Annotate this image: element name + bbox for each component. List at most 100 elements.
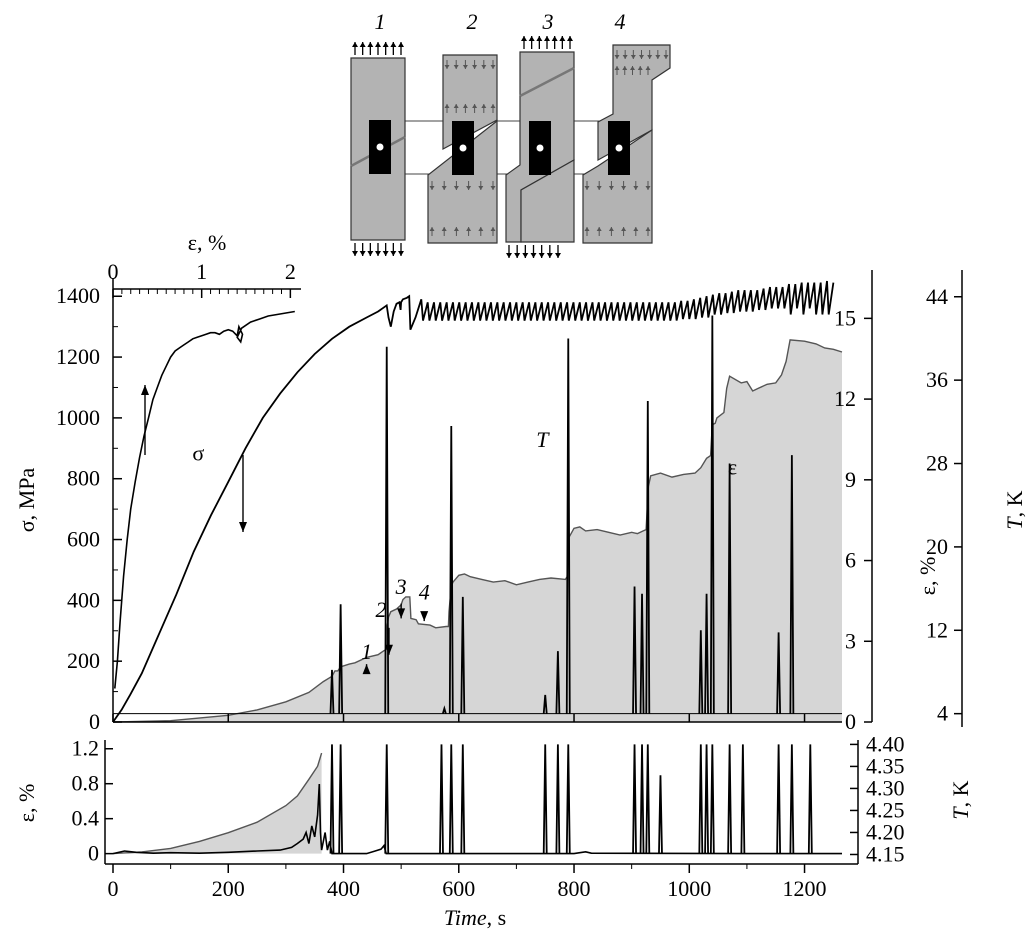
temperature-spike-5: [460, 596, 466, 714]
sample-2-bottom-inner-head: [453, 227, 459, 231]
state-arrow-1-head: [362, 664, 371, 675]
strain-tick-label-3: 3: [845, 628, 856, 653]
scheme-label-3: 3: [542, 9, 554, 34]
temperature-zoom-spike-18: [776, 744, 782, 854]
bottom-temperature-tick-label-4.25: 4.25: [866, 797, 905, 822]
temperature-spike-3: [441, 705, 447, 714]
sample-3-bottom-arrow-head: [530, 253, 537, 258]
sample-3-top-arrow-head: [567, 36, 573, 41]
sample-2-upper-inner-head: [462, 104, 468, 108]
temperature-spike-8: [565, 338, 571, 714]
temperature-zoom-spike-5: [460, 744, 466, 854]
sigma-tick-label-1000: 1000: [56, 405, 100, 430]
annotation-4: 2: [375, 597, 386, 622]
sample-1-top-arrow-head: [359, 42, 366, 47]
bottom-temperature-tick-label-4.15: 4.15: [866, 841, 905, 866]
sample-4-upper-inner-head: [637, 66, 643, 70]
strain-tick-label-15: 15: [834, 305, 856, 330]
sample-3-bottom-arrow-head: [555, 253, 561, 258]
time-axis-title: Time, s: [444, 905, 506, 930]
sample-2-top-inner-head: [481, 65, 487, 69]
stress-arrow-head: [239, 522, 247, 532]
temperature-spike-14: [709, 315, 715, 714]
annotation-0: σ: [192, 440, 204, 465]
sample-2-bottom-inner-head: [490, 227, 496, 231]
strain-zoom-line: [112, 752, 323, 855]
strain-axis-title: ε, %: [915, 557, 940, 596]
temperature-spike-6: [542, 694, 548, 714]
sample-1-top-arrow-head: [375, 42, 381, 47]
temperature-zoom-spike-13: [698, 744, 704, 854]
sample-4-upper-inner-head: [622, 66, 628, 70]
bottom-temperature-tick-label-4.30: 4.30: [866, 775, 905, 800]
sample-4-lower-inner-head: [584, 186, 590, 190]
temperature-tick-label-12: 12: [926, 617, 948, 642]
inset-stress-strain-curve: [114, 310, 295, 689]
sample-1-top-arrow-head: [398, 42, 404, 47]
bottom-temperature-tick-label-4.20: 4.20: [866, 819, 905, 844]
bottom-temperature-tick-label-4.40: 4.40: [866, 731, 905, 756]
sample-2-bottom-inner-head: [429, 227, 435, 231]
strain-tick-label-0: 0: [845, 709, 856, 734]
sample-4-bottom-inner-head: [608, 227, 614, 231]
bottom-strain-tick-label-1.2: 1.2: [72, 736, 100, 761]
strain-zoom-area: [112, 752, 323, 855]
sample-2-top-inner-head: [472, 65, 478, 69]
temperature-tick-label-20: 20: [926, 534, 948, 559]
sample-2-upper-inner-head: [481, 104, 487, 108]
sample-1-bottom-arrow-head: [382, 251, 389, 256]
temperature-tick-label-4: 4: [937, 701, 948, 726]
strain-area-fill: [113, 339, 842, 722]
bottom-temperature-tick-label-4.35: 4.35: [866, 753, 905, 778]
sample-3-top-arrow-head: [521, 36, 527, 41]
sample-2-bottom-inner-head: [441, 227, 447, 231]
sample-1-dot: [376, 143, 384, 151]
sample-2-upper-inner-head: [453, 104, 459, 108]
main-series: [112, 280, 842, 723]
annotation-5: 3: [395, 574, 407, 599]
sample-3-dot: [536, 144, 544, 152]
sigma-tick-label-800: 800: [67, 466, 100, 491]
sample-3-bottom-arrow-head: [538, 253, 545, 258]
sample-4-upper-inner-head: [645, 66, 651, 70]
temperature-spike-10: [639, 593, 645, 714]
sigma-tick-label-1400: 1400: [56, 283, 100, 308]
sample-2-lower-inner-head: [478, 186, 484, 190]
sample-4-top-inner-head: [630, 55, 636, 59]
bottom-x-tick-label-1200: 1200: [783, 876, 827, 901]
temperature-zoom-spike-15: [709, 744, 715, 854]
sample-4-lower-inner-head: [608, 186, 614, 190]
sample-3-slip-line: [519, 66, 575, 98]
scheme-label-2: 2: [467, 9, 478, 34]
sigma-tick-label-200: 200: [67, 648, 100, 673]
temperature-axis-title-unit: , K: [1002, 490, 1027, 517]
sample-4-top-inner-head: [647, 55, 653, 59]
bottom-x-tick-label-0: 0: [108, 876, 119, 901]
sample-3-bottom-arrow-head: [522, 253, 529, 258]
sample-2-upper-inner-head: [490, 104, 496, 108]
sample-1-top-arrow-head: [367, 42, 374, 47]
bottom-panel: 0 0.4 0.8 1.2 ε, % 4.154.204.254.304.354.40 T,…: [14, 731, 973, 930]
temperature-zoom-spike-20: [807, 744, 813, 854]
temperature-zoom-noise: [112, 783, 842, 855]
scheme-label-1: 1: [375, 9, 386, 34]
sample-3-top-arrow-head: [536, 36, 543, 41]
sample-1-bottom-arrow-head: [359, 251, 366, 256]
sample-2-lower-inner-head: [490, 186, 496, 190]
sample-4-top-inner-head: [639, 55, 644, 59]
temperature-zoom-spike-9: [632, 744, 637, 854]
bottom-x-tick-label-600: 600: [442, 876, 475, 901]
sample-4-top-inner-head: [622, 55, 628, 59]
sample-3-top-arrow-head: [528, 36, 535, 41]
temperature-zoom-spike-3: [439, 744, 444, 854]
sample-2-lower-inner-head: [429, 186, 435, 190]
temperature-zoom-spike-14: [704, 744, 709, 854]
sample-1-top-arrow-head: [382, 42, 389, 47]
bottom-axes: 0 0.4 0.8 1.2 ε, % 4.154.204.254.304.354.40 T,…: [14, 731, 973, 930]
bottom-strain-axis-title: ε, %: [14, 784, 39, 823]
sample-2-lower: [427, 119, 498, 244]
temperature-spike-0: [329, 669, 335, 714]
temperature-spike-12: [698, 630, 704, 714]
